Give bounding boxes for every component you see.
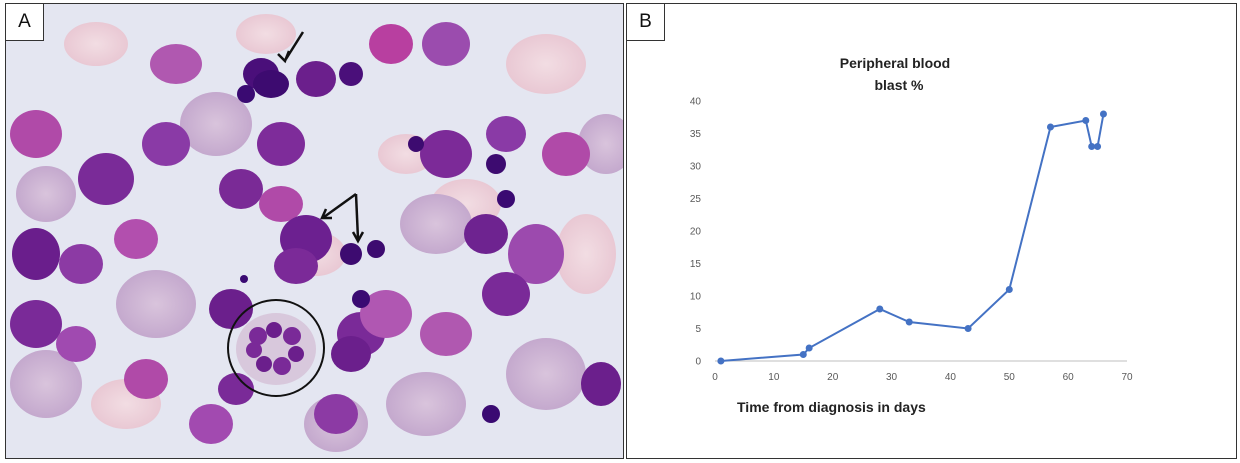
chart-title-line-1: Peripheral blood — [840, 55, 950, 71]
chart-panel: B Peripheral blood blast % 0 5 10 15 20 25 30 3… — [626, 3, 1237, 459]
annotation-arrows — [277, 31, 365, 244]
data-point — [876, 305, 884, 313]
x-tick-label: 50 — [1004, 372, 1016, 383]
data-point — [1082, 117, 1090, 124]
data-point — [1094, 143, 1102, 150]
data-point — [905, 318, 913, 326]
stained-nuclei — [10, 22, 621, 444]
data-point — [1088, 143, 1096, 150]
x-tick-label: 30 — [886, 372, 898, 383]
series-line — [720, 113, 1105, 362]
y-tick-label: 30 — [690, 162, 702, 173]
data-point — [799, 351, 807, 358]
x-tick-label: 70 — [1121, 372, 1133, 383]
y-tick-label: 5 — [695, 324, 701, 335]
x-tick-label: 20 — [827, 372, 839, 383]
data-point — [1005, 286, 1013, 293]
circled-cell — [227, 299, 325, 397]
data-point — [805, 344, 813, 352]
y-tick-label: 10 — [690, 292, 702, 303]
y-tick-label: 20 — [690, 227, 702, 238]
chart-title-line-2: blast % — [874, 77, 924, 93]
y-tick-labels: 0 5 10 15 20 25 30 35 40 — [690, 97, 702, 368]
panel-b-label: B — [627, 4, 665, 41]
x-tick-label: 40 — [945, 372, 957, 383]
x-tick-label: 60 — [1063, 372, 1075, 383]
blood-smear-image — [6, 4, 623, 458]
micrograph-panel: A — [5, 3, 624, 459]
y-tick-label: 0 — [695, 357, 701, 368]
x-tick-label: 0 — [712, 372, 718, 383]
data-point — [1099, 110, 1107, 118]
data-point — [964, 325, 972, 332]
blast-percentage-chart: Peripheral blood blast % 0 5 10 15 20 25 30 35 4… — [690, 55, 1133, 415]
x-axis-title: Time from diagnosis in days — [737, 399, 926, 415]
y-tick-label: 25 — [690, 194, 702, 205]
x-tick-labels: 0 10 20 30 40 50 60 70 — [712, 372, 1133, 383]
x-tick-label: 10 — [768, 372, 780, 383]
y-tick-label: 35 — [690, 129, 702, 140]
series-points — [717, 110, 1107, 365]
y-tick-label: 40 — [690, 97, 702, 108]
panel-a-label: A — [6, 4, 44, 41]
data-point — [717, 357, 725, 365]
data-point — [1046, 123, 1054, 131]
y-tick-label: 15 — [690, 259, 702, 270]
